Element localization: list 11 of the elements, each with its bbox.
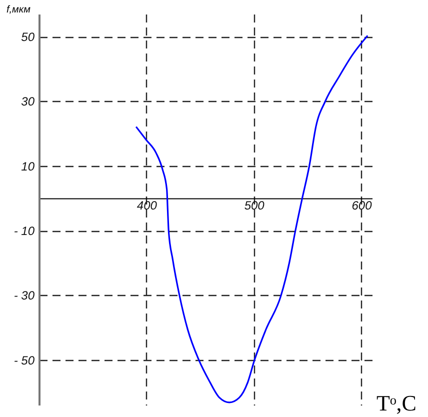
y-axis-title: f,мкм	[6, 4, 31, 16]
y-tick-label: 50	[21, 30, 35, 44]
y-tick-label: - 50	[14, 353, 35, 368]
x-tick-label: 600	[352, 198, 372, 213]
x-tick-label: 500	[244, 198, 265, 213]
y-tick-label: 10	[21, 159, 35, 174]
y-tick-label: 30	[21, 94, 35, 109]
x-axis-title: Tᵒ,C	[376, 390, 416, 416]
y-tick-label: - 30	[14, 288, 35, 303]
x-tick-label: 400	[136, 198, 158, 213]
y-tick-label: - 10	[14, 224, 35, 238]
